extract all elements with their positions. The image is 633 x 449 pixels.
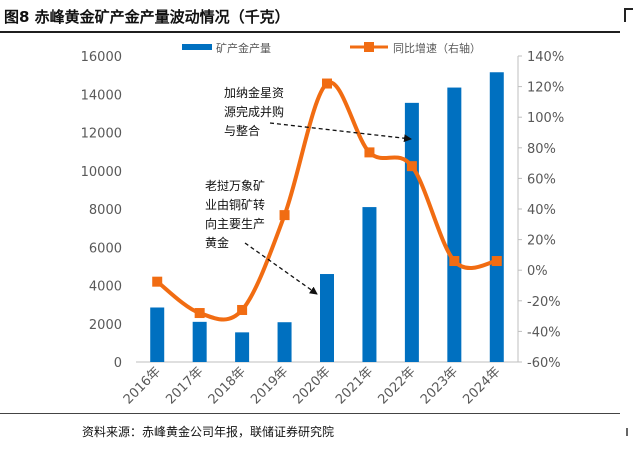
source-note: 资料来源：赤峰黄金公司年报，联储证券研究院 — [0, 413, 620, 449]
annotation-2-line-3: 向主要生产 — [205, 216, 265, 231]
annotation-1-line-1: 加纳金星资 — [224, 85, 284, 100]
right-axis-tick-label: -60% — [527, 356, 561, 371]
left-axis-tick-label: 8000 — [89, 203, 122, 218]
bar — [150, 307, 165, 362]
growth-marker — [364, 147, 375, 158]
annotation-2-line-4: 黄金 — [205, 235, 229, 250]
bar — [277, 322, 292, 362]
right-axis-tick-label: 120% — [527, 81, 564, 96]
right-axis-tick-label: 0% — [527, 264, 548, 279]
adjacent-panel-edge — [624, 8, 633, 22]
x-axis-tick-label: 2018年 — [206, 364, 249, 407]
adjacent-panel-edge-bottom — [626, 428, 633, 436]
growth-marker — [449, 256, 460, 267]
annotation-2-line-1: 老挝万象矿 — [205, 179, 265, 193]
right-axis-ticks: -60% -40% -20% 0% 20% 40% 60% 80% 100% 120% 140% — [518, 50, 564, 371]
bar — [192, 321, 207, 362]
left-axis-tick-label: 6000 — [89, 241, 122, 256]
growth-marker — [491, 256, 502, 267]
growth-marker — [322, 78, 332, 89]
legend-bar-swatch — [182, 44, 212, 50]
right-axis-tick-label: 80% — [527, 142, 556, 157]
right-axis-tick-label: 60% — [527, 172, 556, 187]
bar — [362, 207, 377, 362]
bar — [489, 72, 504, 362]
left-axis-tick-label: 2000 — [89, 318, 122, 333]
x-axis-tick-label: 2023年 — [418, 364, 461, 407]
x-axis-tick-label: 2024年 — [460, 364, 503, 407]
x-axis-tick-label: 2019年 — [248, 364, 291, 407]
growth-marker — [194, 308, 205, 319]
figure-title: 图8 赤峰黄金矿产金产量波动情况（千克） — [0, 0, 620, 33]
annotation-2-arrow — [244, 242, 318, 295]
left-axis-tick-label: 16000 — [81, 50, 122, 65]
left-axis-tick-label: 4000 — [89, 280, 122, 295]
right-axis-tick-label: 40% — [527, 203, 556, 218]
x-axis-tick-label: 2017年 — [163, 364, 206, 407]
annotation-1-line-3: 与整合 — [224, 123, 260, 138]
legend-line-label: 同比增速（右轴） — [393, 41, 481, 55]
left-axis-tick-label: 0 — [114, 356, 122, 371]
annotation-1-arrow — [269, 122, 412, 143]
growth-marker — [279, 210, 290, 221]
bar-series — [150, 72, 504, 363]
x-axis-tick-label: 2021年 — [333, 364, 376, 407]
annotation-laos-shift: 老挝万象矿 业由铜矿转 向主要生产 黄金 — [205, 179, 318, 295]
growth-marker — [152, 276, 163, 287]
annotation-1-line-2: 源完成并购 — [224, 104, 284, 119]
x-axis-tick-label: 2016年 — [121, 364, 164, 407]
bar — [404, 102, 419, 362]
growth-marker — [237, 304, 248, 315]
bar — [320, 274, 334, 362]
right-axis-tick-label: -40% — [527, 325, 561, 340]
right-axis-tick-label: 100% — [527, 111, 564, 126]
right-axis-tick-label: 140% — [527, 50, 564, 65]
legend-bar-label: 矿产金产量 — [216, 41, 271, 55]
growth-marker — [406, 161, 417, 172]
chart: 0 2000 4000 6000 8000 10000 12000 14000 16000 -6… — [81, 41, 565, 407]
bar — [235, 332, 250, 362]
x-axis-tick-label: 2020年 — [291, 364, 334, 407]
annotation-2-line-2: 业由铜矿转 — [205, 197, 265, 212]
annotation-ghana-acquisition: 加纳金星资 源完成并购 与整合 — [224, 85, 412, 143]
x-axis-tick-label: 2022年 — [376, 364, 419, 407]
x-axis-tick-labels: 2016年 2017年 2018年 2019年 2020年 2021年 2022年 2023年… — [121, 364, 504, 407]
line-series — [152, 78, 502, 322]
legend: 矿产金产量 同比增速（右轴） — [182, 41, 481, 55]
left-axis-tick-label: 10000 — [81, 165, 122, 180]
left-axis-tick-label: 12000 — [81, 127, 122, 142]
legend-line-marker — [364, 42, 374, 52]
bar — [447, 87, 462, 363]
left-axis-ticks: 0 2000 4000 6000 8000 10000 12000 14000 16000 — [81, 50, 122, 371]
right-axis-tick-label: 20% — [527, 234, 556, 249]
right-axis-tick-label: -20% — [527, 295, 561, 310]
left-axis-tick-label: 14000 — [81, 88, 122, 103]
